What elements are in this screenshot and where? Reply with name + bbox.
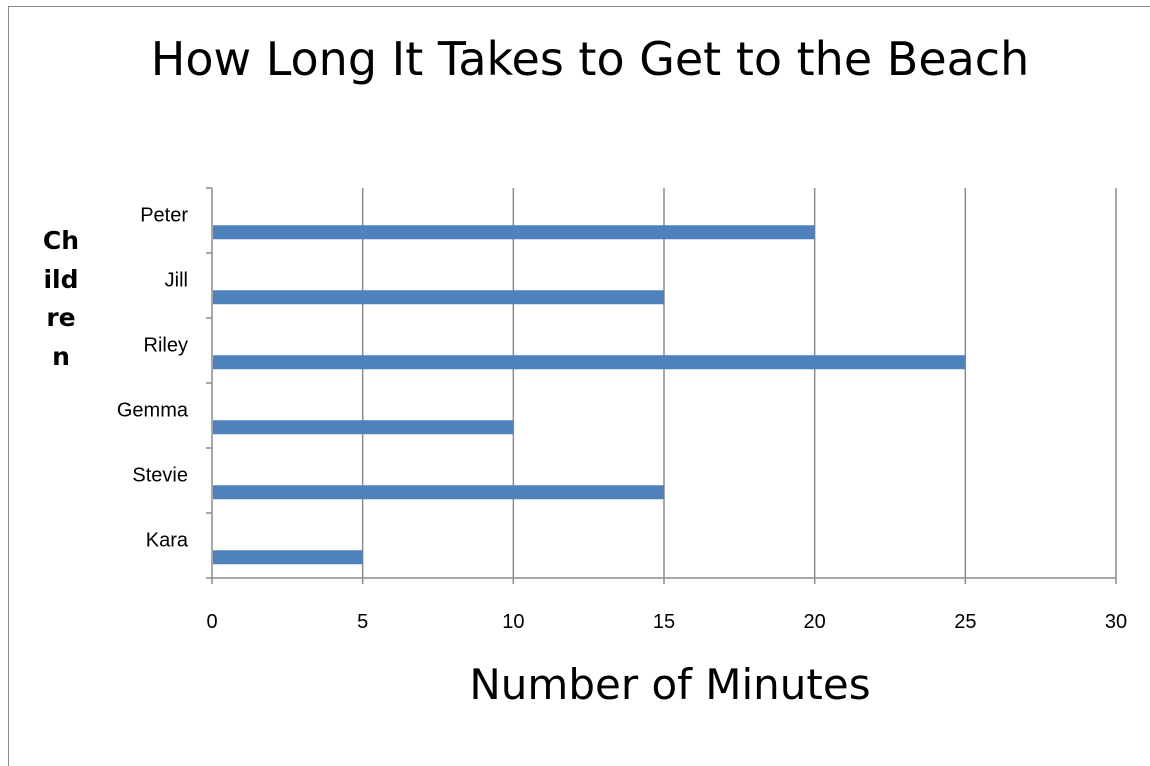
x-tick-label-10: 10 xyxy=(502,611,524,633)
x-tick-label-5: 5 xyxy=(357,611,368,633)
tick-labels: 0 5 10 15 20 25 30 Peter Jill Riley Gemma Stevie Kar… xyxy=(117,205,1127,634)
y-tick-label-riley: Riley xyxy=(144,335,188,357)
x-axis-title: Number of Minutes xyxy=(469,660,871,709)
chart-frame xyxy=(8,6,1150,766)
x-tick-label-15: 15 xyxy=(653,611,675,633)
bar-riley xyxy=(213,355,966,370)
y-axis-title: Children xyxy=(42,226,80,371)
chart-title: How Long It Takes to Get to the Beach xyxy=(150,32,1030,86)
bar-peter xyxy=(213,225,815,240)
x-tick-label-0: 0 xyxy=(206,611,217,633)
gridlines xyxy=(361,188,1117,578)
axes xyxy=(206,187,1117,584)
bar-jill xyxy=(213,290,664,305)
x-tick-label-20: 20 xyxy=(804,611,826,633)
y-tick-label-gemma: Gemma xyxy=(117,400,189,422)
y-tick-label-jill: Jill xyxy=(165,270,188,292)
bar-stevie xyxy=(213,485,664,500)
y-tick-label-peter: Peter xyxy=(140,205,188,227)
bar-kara xyxy=(213,550,363,565)
y-tick-label-kara: Kara xyxy=(146,530,189,552)
x-tick-label-30: 30 xyxy=(1105,611,1127,633)
bars xyxy=(213,225,966,565)
bar-chart-plot: 0 5 10 15 20 25 30 Peter Jill Riley Gemma Stevie Kar… xyxy=(117,187,1127,634)
y-tick-label-stevie: Stevie xyxy=(132,465,188,487)
x-tick-label-25: 25 xyxy=(954,611,976,633)
bar-gemma xyxy=(213,420,514,435)
